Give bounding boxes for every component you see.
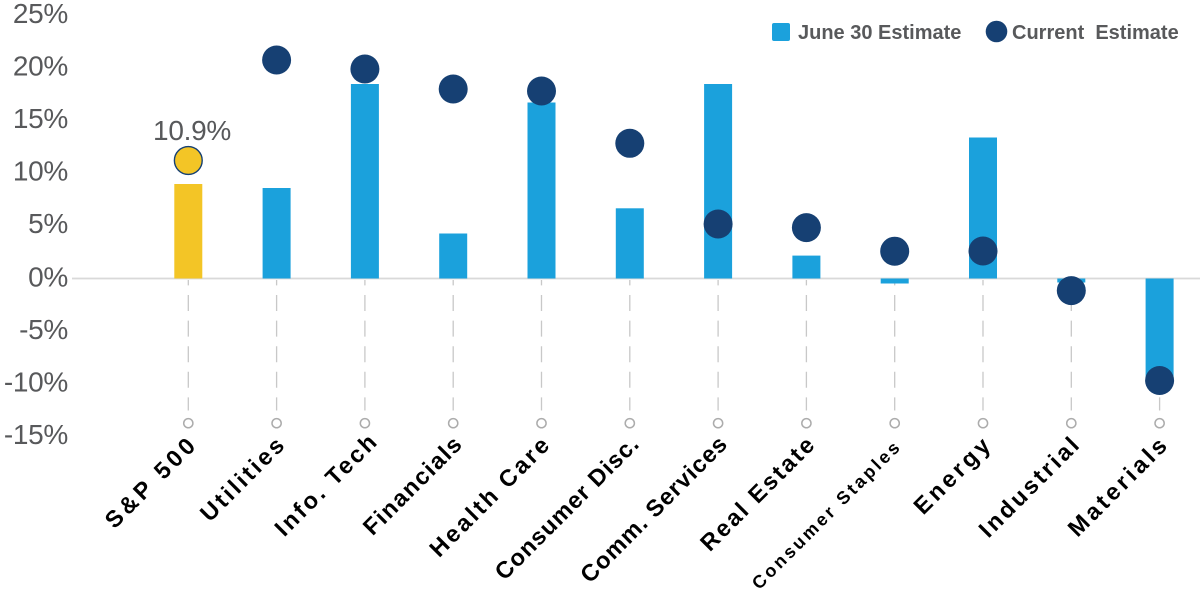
- svg-text:20%: 20%: [13, 51, 68, 82]
- svg-text:-5%: -5%: [19, 314, 68, 345]
- svg-text:-15%: -15%: [4, 419, 68, 450]
- svg-text:15%: 15%: [13, 103, 68, 134]
- svg-text:-10%: -10%: [4, 367, 68, 398]
- svg-text:Current Estimate: Current Estimate: [1012, 22, 1179, 44]
- svg-text:0%: 0%: [28, 262, 68, 293]
- svg-text:10.9%: 10.9%: [153, 115, 231, 146]
- svg-text:5%: 5%: [28, 208, 68, 239]
- svg-text:25%: 25%: [13, 0, 68, 29]
- svg-text:10%: 10%: [13, 156, 68, 187]
- svg-text:June 30 Estimate: June 30 Estimate: [798, 22, 961, 44]
